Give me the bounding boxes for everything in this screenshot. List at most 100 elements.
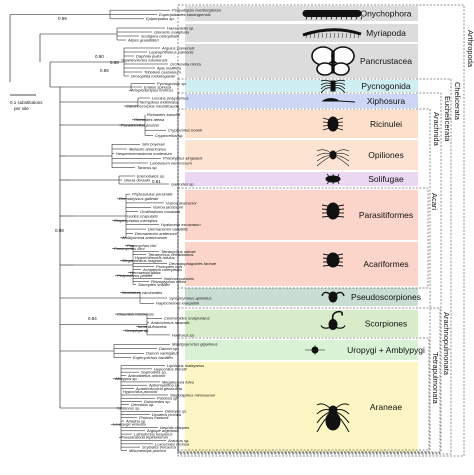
taxon-label: Peripatopsis overbergiensis	[172, 8, 221, 13]
band-opiliones	[185, 140, 418, 170]
taxon-label: Panonychus ulmi	[114, 246, 145, 251]
band-uropygi-amblypygi	[185, 340, 418, 360]
band-pancrustacea	[185, 44, 418, 78]
taxon-label: Araneus sp.	[167, 438, 189, 443]
taxon-label: Hypochilus thorelli	[154, 366, 187, 371]
band-acariformes	[185, 242, 418, 286]
spider-icon	[316, 403, 350, 433]
clade-label-euchelicerata: Euchelicerata	[443, 96, 452, 142]
bracket-chelicerata	[177, 78, 452, 455]
taxon-label: Varroa destructor	[166, 200, 197, 205]
group-label-pycnogonida: Pycnogonida	[361, 81, 410, 91]
band-pseudoscorpiones	[185, 288, 418, 306]
scale-label-2: per site	[14, 106, 29, 111]
taxon-label: Leiobunum verrucosum	[150, 160, 192, 165]
support-value: 0.84	[88, 316, 97, 321]
taxon-label: Achipteria coleoptrata	[142, 267, 182, 272]
support-value: 0.56	[100, 68, 109, 73]
group-label-pancrustacea: Pancrustacea	[360, 56, 412, 66]
support-value: 0.98	[55, 228, 64, 233]
taxon-label: Pardosa sp.	[157, 396, 178, 401]
taxon-label: Scytodes thoracica	[142, 445, 177, 450]
support-value: 0.90	[95, 54, 104, 59]
bracket-arthropoda	[177, 4, 465, 457]
taxon-label: Aliatypus sp.	[114, 376, 138, 381]
taxon-label: Hanseniella sp.	[167, 25, 194, 30]
velvet-worm-icon	[302, 10, 363, 20]
taxon-label: Hypochthonius rufulus	[135, 255, 175, 260]
taxon-label: Protolophus singularis	[163, 156, 202, 161]
taxon-label: Cryptocellus sp.	[155, 133, 183, 138]
taxon-label: Tetranychus urticae	[161, 249, 197, 254]
taxon-label: Drosophila melanogaster	[131, 73, 176, 78]
taxon-label: Siro boyerae	[142, 142, 165, 147]
taxon-label: Phytoseiulus persimilis	[132, 192, 172, 197]
clade-label-arthropoda: Arthropoda	[466, 30, 474, 68]
taxon-label: Lepeophtheirus salmonis	[149, 49, 193, 54]
taxon-label: Euphrynichus bacillifer	[133, 355, 174, 360]
taxon-label: Deinopis sp.	[165, 409, 187, 414]
taxon-label: Hyalomma excavatum	[161, 222, 201, 227]
sea-spider-icon	[320, 79, 346, 94]
band-xiphosura	[185, 94, 418, 108]
group-label-araneae: Araneae	[370, 402, 402, 412]
clade-label-arachnida: Arachnida	[432, 112, 441, 147]
taxon-label: Apis mellifera	[156, 65, 182, 70]
taxon-label: Psoroptes ovis	[156, 264, 182, 269]
taxon-label: Ariadna sp.	[125, 418, 146, 423]
taxon-label: Tribolium castaneum	[144, 69, 181, 74]
bracket-arachnopulmonata	[177, 307, 441, 454]
taxon-label: Euperipatoides kanangrensis	[159, 12, 211, 17]
taxon-label: Dermacentor variabilis	[148, 226, 188, 231]
taxon-label: Daphnia pulex	[136, 53, 163, 58]
group-label-xiphosura: Xiphosura	[367, 96, 406, 106]
whip-scorpion-icon	[305, 345, 325, 355]
taxon-label: Dermacentor andersoni	[135, 231, 177, 236]
group-label-parasitiformes: Parasitiformes	[359, 210, 413, 220]
taxon-label: Iurus dufoureius	[138, 324, 167, 329]
taxon-label: Orchesella cincta	[170, 61, 201, 66]
taxon-label: Metasiro americanus	[129, 146, 166, 151]
clade-label-chelicerata: Chelicerata	[453, 82, 462, 121]
scale-label: 0.1 substitutions	[10, 100, 43, 105]
taxon-label: Aphonopelma sp.	[148, 383, 180, 388]
taxon-label: Pholcus manueli	[139, 415, 168, 420]
band-ricinulei	[185, 110, 418, 138]
taxon-label: Ricinoides atewa	[134, 117, 165, 122]
taxon-label: Argiope argentata	[146, 428, 180, 433]
taxon-label: Speleonectes tulumensis	[123, 57, 167, 62]
ricinuleid-icon	[322, 116, 344, 132]
clade-label-arachnopulmonata: Arachnopulmonata	[442, 312, 451, 376]
taxon-label: Epiperipatus sp.	[146, 16, 175, 21]
scorpion-icon	[320, 310, 346, 330]
taxon-label: Endeis spinosa	[144, 84, 172, 89]
taxon-label: Stegodyphus mimosarum	[170, 392, 216, 397]
taxon-label: Chaerilus celebensis	[117, 311, 154, 316]
group-label-pseudoscorpiones: Pseudoscorpiones	[351, 292, 421, 302]
taxon-label: Loxosceles reclusa	[155, 441, 190, 446]
taxon-label: Hadrurus sp.	[172, 332, 195, 337]
taxon-label: Taracus sp.	[137, 165, 158, 170]
taxon-label: Haplochernes kraepelini	[156, 301, 199, 306]
taxon-label: Latrodectus hesperus	[134, 431, 172, 436]
taxon-label: Parasteatoda tepidariorum	[121, 435, 169, 440]
group-label-myriapoda: Myriapoda	[366, 28, 406, 38]
taxon-label: Carcinoscorpius rotundicauda	[126, 103, 180, 108]
group-label-solifugae: Solifugae	[368, 174, 404, 184]
taxon-label: Scorpiops sp.	[125, 328, 149, 333]
harvestman-icon	[316, 149, 350, 167]
taxon-label: Liphistius malayanus	[167, 363, 204, 368]
taxon-label: Panonychus citri	[127, 243, 156, 248]
taxon-label: Pseudocellus pearsei	[121, 122, 159, 127]
taxon-label: Damon variegatus	[146, 351, 178, 356]
taxon-label: Limulus polyphemus	[152, 95, 188, 100]
support-value: 0.99	[58, 16, 67, 21]
taxon-label: Mastigoproctus giganteus	[172, 342, 218, 347]
taxon-label: Pycnogonum sp.	[157, 81, 187, 86]
bracket-tetrapulmonata	[177, 337, 430, 453]
band-araneae	[185, 362, 418, 452]
taxon-label: Hermannia gibba	[130, 270, 161, 275]
taxon-label: Varroa jacobsoni	[153, 205, 183, 210]
